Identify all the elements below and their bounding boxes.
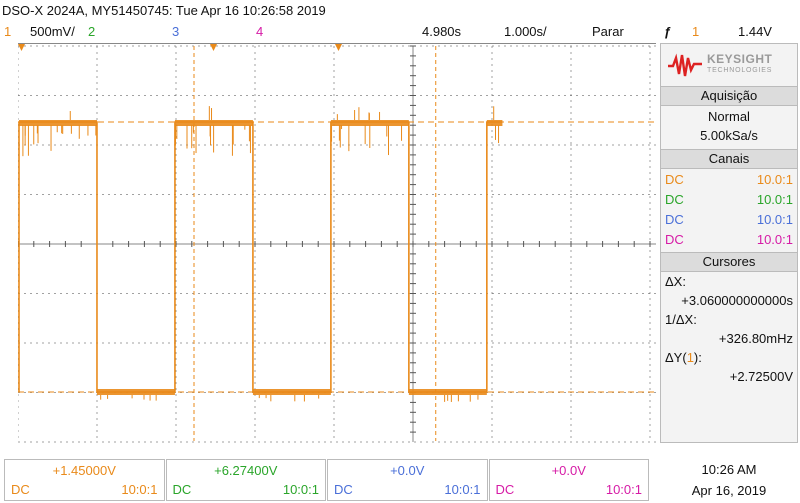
ch3-coupling: DC <box>665 212 684 227</box>
channel-row-4[interactable]: DC 10.0:1 <box>661 230 797 250</box>
ch1-scale[interactable]: 500mV/ <box>30 24 75 39</box>
ch2-coupling: DC <box>665 192 684 207</box>
ch2-probe: 10.0:1 <box>756 192 793 207</box>
ch1-high-band <box>486 120 503 126</box>
dx-label: ΔX: <box>665 274 686 289</box>
side-panel: KEYSIGHT TECHNOLOGIES Aquisição Normal 5.… <box>660 43 798 443</box>
top-marker <box>210 44 217 51</box>
ch1-softkey-probe: 10:0:1 <box>121 482 158 497</box>
cursors-section: ΔX: +3.060000000000s 1/ΔX: +326.80mHz ΔY… <box>661 272 797 386</box>
brand-sub: TECHNOLOGIES <box>707 67 773 74</box>
acq-rate: 5.00kSa/s <box>700 128 758 143</box>
ch1-low-band <box>408 389 487 395</box>
dx-value: +3.060000000000s <box>681 293 793 308</box>
ch2-number[interactable]: 2 <box>88 24 96 39</box>
ch2-softkey-probe: 10:0:1 <box>282 482 319 497</box>
ch4-offset: +0.0V <box>551 463 586 478</box>
trigger-channel[interactable]: 1 <box>692 24 700 39</box>
time-scale[interactable]: 1.000s/ <box>504 24 547 39</box>
channel-softkeys: +1.45000V DC 10:0:1 +6.27400V DC 10:0:1 … <box>4 459 650 501</box>
inv-dx-label: 1/ΔX: <box>665 312 697 327</box>
channel-row-2[interactable]: DC 10.0:1 <box>661 190 797 210</box>
ch1-low-band <box>252 389 331 395</box>
dy-label-pre: ΔY( <box>665 350 687 365</box>
ch1-offset: +1.45000V <box>52 463 116 478</box>
channel-row-1[interactable]: DC 10.0:1 <box>661 170 797 190</box>
channels-section: DC 10.0:1 DC 10.0:1 DC 10.0:1 DC 10.0:1 <box>661 169 797 252</box>
ch4-coupling: DC <box>665 232 684 247</box>
keysight-logo: KEYSIGHT TECHNOLOGIES <box>661 44 797 86</box>
ch2-softkey-coupling: DC <box>172 482 192 497</box>
dy-label-channel: 1 <box>686 350 694 365</box>
ch2-softkey[interactable]: +6.27400V DC 10:0:1 <box>165 459 326 501</box>
keysight-wave-icon <box>668 53 702 77</box>
ch3-softkey-coupling: DC <box>334 482 353 497</box>
trigger-edge-icon: ƒ <box>664 24 672 39</box>
trigger-level[interactable]: 1.44V <box>738 24 772 39</box>
ch1-probe: 10.0:1 <box>756 172 793 187</box>
inv-dx-value: +326.80mHz <box>718 331 793 346</box>
ch4-number[interactable]: 4 <box>256 24 264 39</box>
channels-header[interactable]: Canais <box>661 149 797 169</box>
dy-label-post: ): <box>693 350 702 365</box>
brand-name: KEYSIGHT <box>707 52 773 66</box>
ch1-high-band <box>330 120 409 126</box>
ch4-softkey[interactable]: +0.0V DC 10:0:1 <box>488 459 649 501</box>
clock: 10:26 AM Apr 16, 2019 <box>660 459 798 501</box>
ch3-number[interactable]: 3 <box>172 24 180 39</box>
ch4-softkey-probe: 10:0:1 <box>605 482 642 497</box>
ch3-softkey[interactable]: +0.0V DC 10:0:1 <box>327 459 488 501</box>
ch1-low-band <box>96 389 175 395</box>
ch4-probe: 10.0:1 <box>756 232 793 247</box>
ch3-softkey-probe: 10:0:1 <box>444 482 481 497</box>
acq-mode: Normal <box>708 109 750 124</box>
ch3-probe: 10.0:1 <box>756 212 793 227</box>
cursors-header[interactable]: Cursores <box>661 252 797 272</box>
acquisition-header[interactable]: Aquisição <box>661 86 797 106</box>
clock-time: 10:26 AM <box>701 462 757 477</box>
ch3-offset: +0.0V <box>390 463 425 478</box>
ch1-number[interactable]: 1 <box>4 24 12 39</box>
clock-date: Apr 16, 2019 <box>691 483 767 498</box>
time-delay[interactable]: 4.980s <box>422 24 462 39</box>
acquisition-section: Normal 5.00kSa/s <box>661 106 797 149</box>
run-state[interactable]: Parar <box>592 24 624 39</box>
ch1-high-band <box>19 120 97 126</box>
ch2-offset: +6.27400V <box>214 463 278 478</box>
ch1-high-band <box>174 120 253 126</box>
channel-row-3[interactable]: DC 10.0:1 <box>661 210 797 230</box>
top-marker <box>335 44 342 51</box>
dy-label: ΔY(1): <box>665 348 793 367</box>
top-marker <box>18 44 25 51</box>
window-title: DSO-X 2024A, MY51450745: Tue Apr 16 10:2… <box>0 0 800 22</box>
ch1-softkey[interactable]: +1.45000V DC 10:0:1 <box>4 459 165 501</box>
ch4-softkey-coupling: DC <box>495 482 515 497</box>
ch1-softkey-coupling: DC <box>11 482 30 497</box>
dy-value: +2.72500V <box>729 369 793 384</box>
ch1-coupling: DC <box>665 172 684 187</box>
scope-display[interactable] <box>18 43 656 444</box>
ch1-waveform <box>18 121 503 393</box>
waveform-plot[interactable] <box>18 44 656 444</box>
status-bar: 1 500mV/ 2 3 4 4.980s 1.000s/ Parar ƒ 1 … <box>0 22 800 42</box>
